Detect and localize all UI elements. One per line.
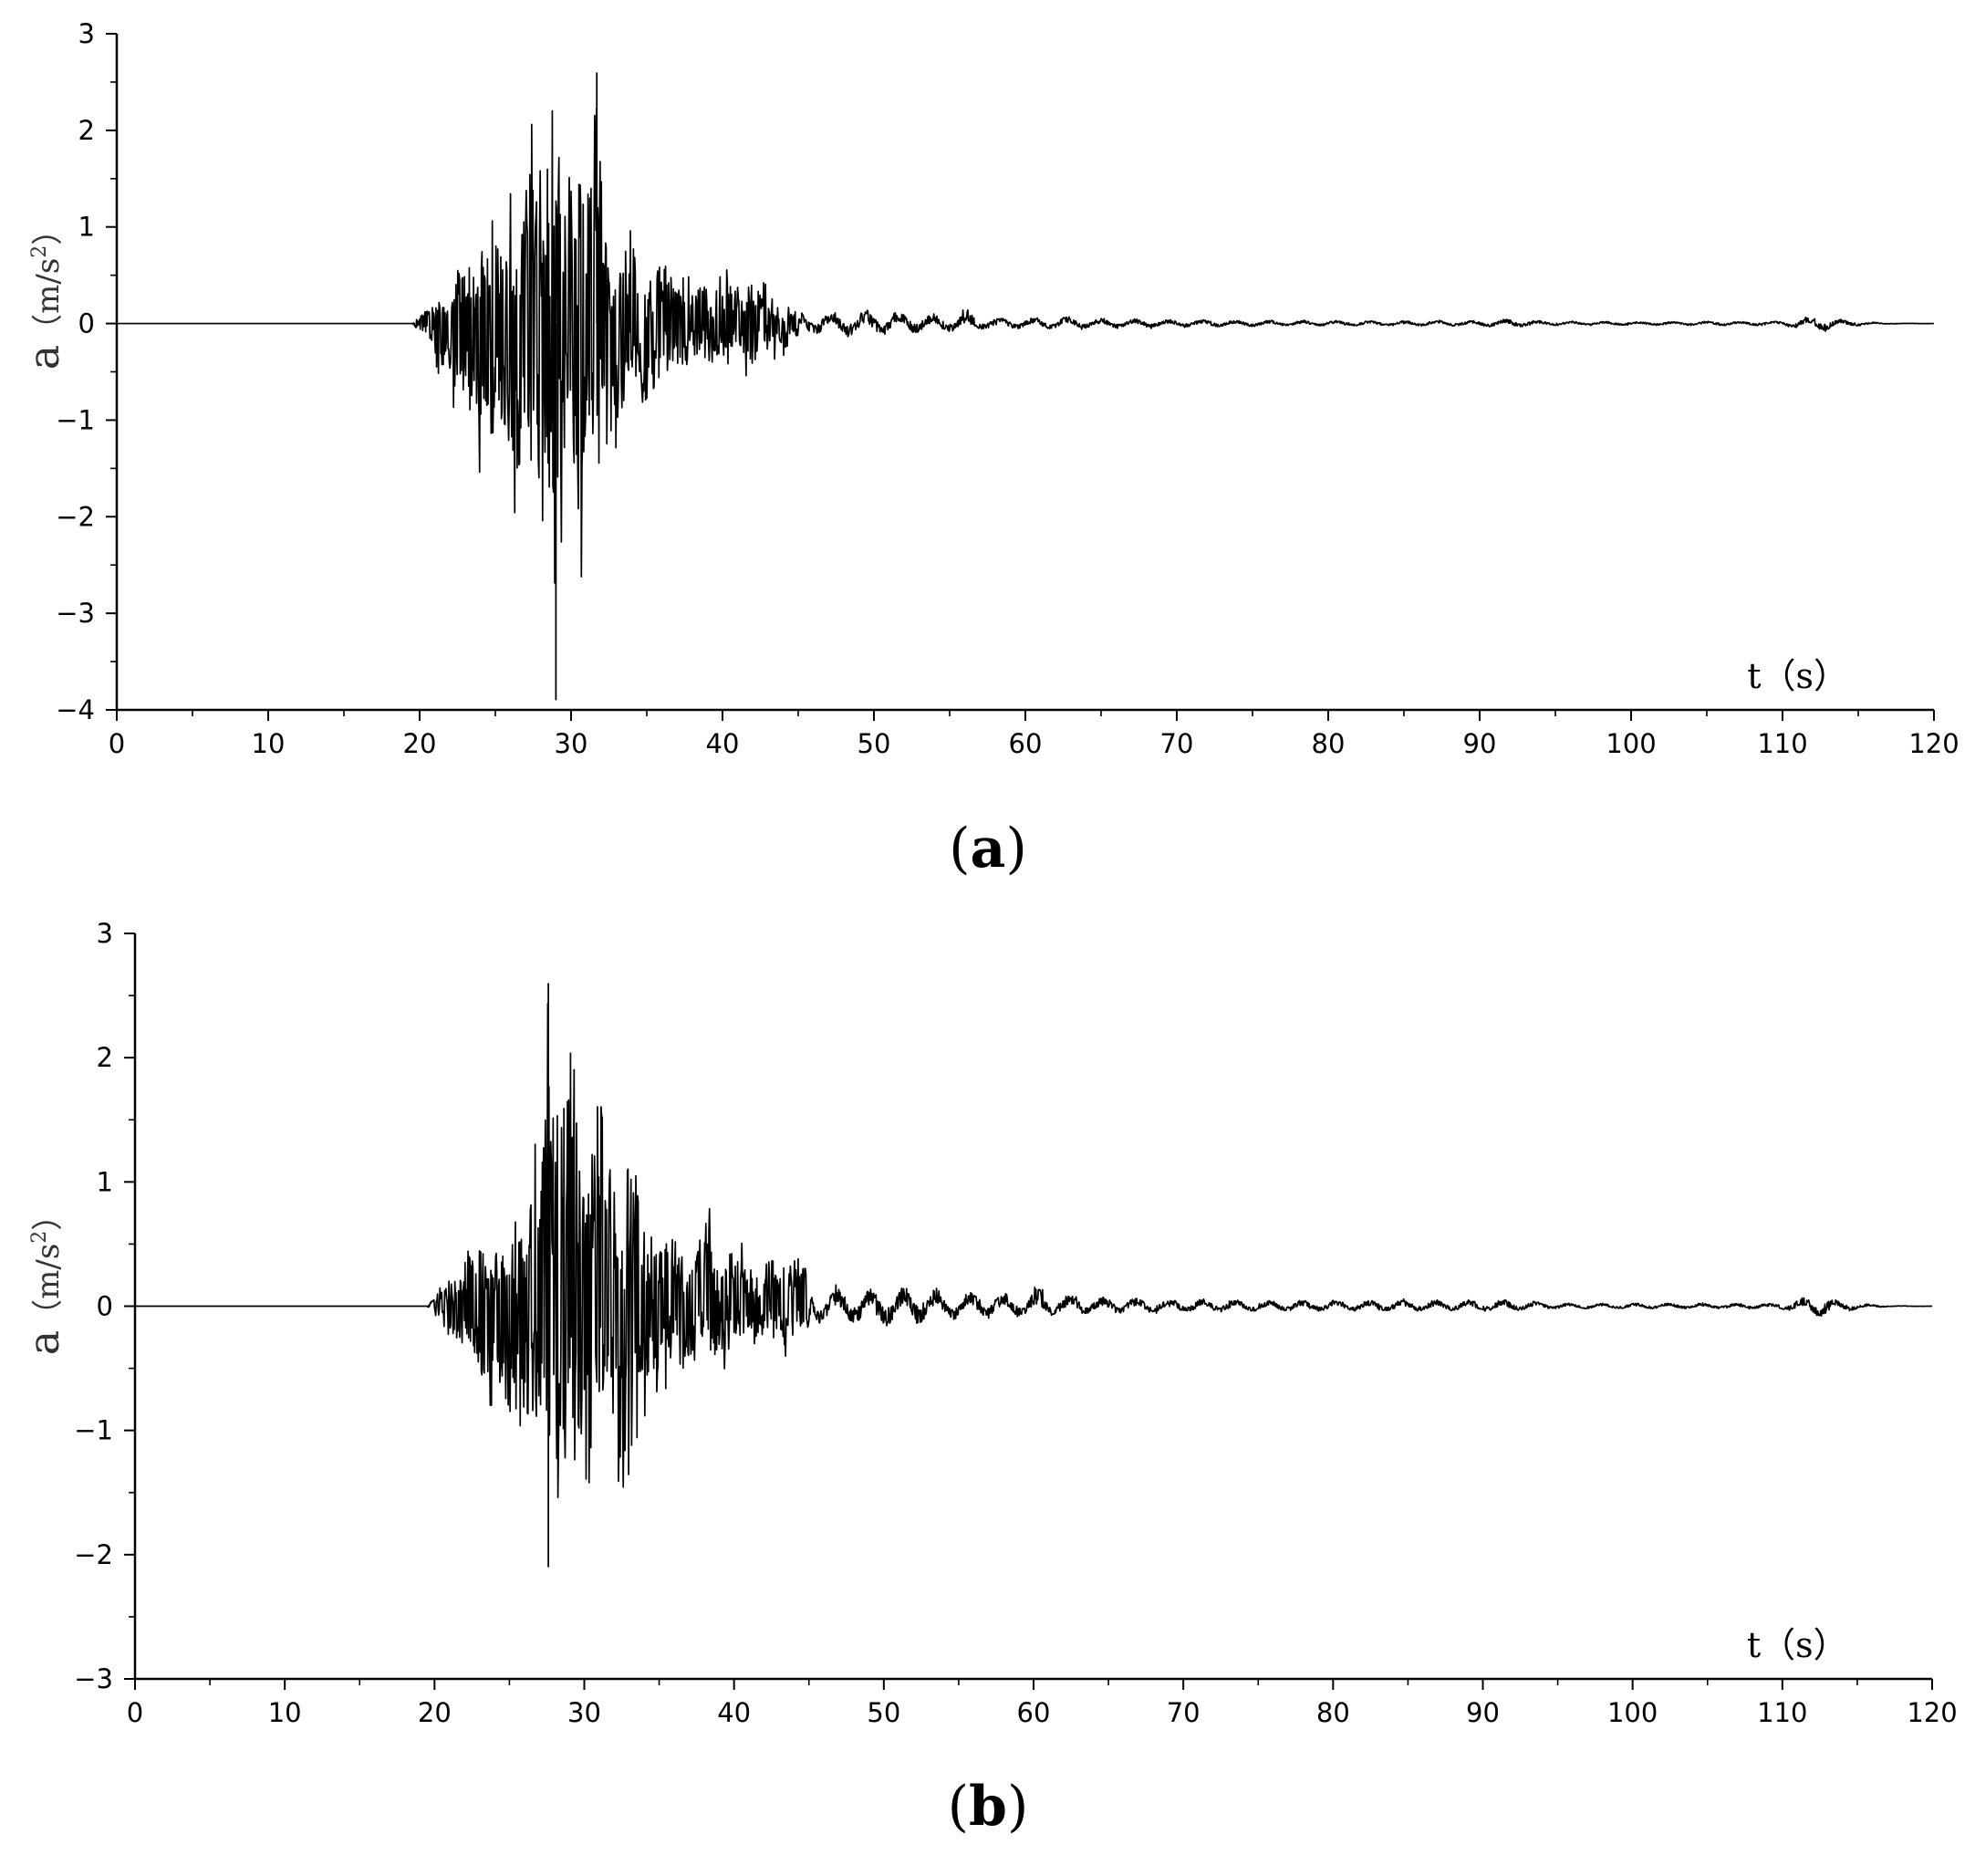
x-tick-label: 10 — [268, 1697, 302, 1728]
y-axis-title-unit: （m/s — [30, 258, 67, 345]
caption-close-paren: ) — [1005, 817, 1026, 881]
x-tick-label: 10 — [252, 728, 286, 759]
caption-letter: b — [969, 1775, 1007, 1839]
y-axis-title-close: ） — [30, 214, 67, 245]
y-tick-label: 3 — [78, 18, 95, 49]
y-axis-title-exponent: 2 — [28, 1231, 51, 1244]
x-tick-label: 120 — [1907, 1697, 1957, 1728]
caption-open-paren: ( — [949, 817, 970, 881]
y-tick-label: −1 — [74, 1415, 113, 1446]
x-tick-label: 110 — [1757, 728, 1807, 759]
y-axis-title: a（m/s2） — [19, 214, 68, 370]
y-axis-title-unit: （m/s — [30, 1244, 67, 1330]
x-tick-label: 60 — [1009, 728, 1043, 759]
x-axis-title: t（s） — [1747, 656, 1848, 696]
y-axis-title-symbol: a — [19, 1330, 68, 1355]
y-tick-label: 2 — [97, 1042, 113, 1073]
y-tick-label: 1 — [78, 212, 95, 243]
x-tick-label: 90 — [1466, 1697, 1500, 1728]
x-tick-label: 100 — [1607, 1697, 1658, 1728]
caption-open-paren: ( — [948, 1775, 969, 1839]
y-tick-label: −3 — [56, 598, 95, 629]
y-tick-label: 0 — [78, 308, 95, 339]
y-axis-title-exponent: 2 — [28, 245, 51, 258]
y-axis-title-symbol: a — [19, 345, 68, 370]
y-tick-label: 3 — [97, 918, 113, 949]
x-tick-label: 30 — [555, 728, 588, 759]
x-tick-label: 70 — [1167, 1697, 1201, 1728]
x-tick-label: 70 — [1160, 728, 1194, 759]
x-tick-label: 80 — [1316, 1697, 1350, 1728]
chart-b: 0 10 20 30 40 50 60 70 80 90 100 110 120 −3 −2 −1 0 1 2 3 a（… — [19, 918, 1958, 1728]
y-tick-label: 0 — [97, 1291, 113, 1322]
x-tick-label: 0 — [109, 728, 125, 759]
y-tick-label: −4 — [56, 694, 95, 725]
panel-caption-a: (a) — [949, 817, 1027, 881]
x-tick-label: 40 — [706, 728, 740, 759]
y-tick-label: 2 — [78, 115, 95, 146]
x-tick-label: 20 — [418, 1697, 452, 1728]
y-tick-label: −1 — [56, 404, 95, 435]
x-axis-title: t（s） — [1747, 1625, 1848, 1665]
y-tick-label: 1 — [97, 1166, 113, 1197]
y-tick-label: −2 — [74, 1539, 113, 1570]
x-tick-label: 50 — [858, 728, 891, 759]
caption-close-paren: ) — [1007, 1775, 1028, 1839]
acceleration-series-line — [134, 1003, 1933, 1499]
x-tick-label: 20 — [403, 728, 437, 759]
x-tick-label: 90 — [1463, 728, 1497, 759]
x-tick-label: 30 — [567, 1697, 601, 1728]
x-tick-label: 0 — [127, 1697, 143, 1728]
chart-a: 0 10 20 30 40 50 60 70 80 90 100 110 120 −4 −3 −2 −1 0 1 2 3… — [19, 18, 1959, 759]
x-tick-label: 120 — [1908, 728, 1959, 759]
y-axis-title: a（m/s2） — [19, 1200, 68, 1356]
x-tick-label: 50 — [867, 1697, 900, 1728]
acceleration-series-line — [116, 108, 1935, 584]
y-tick-label: −3 — [74, 1663, 113, 1694]
panel-caption-b: (b) — [948, 1775, 1029, 1839]
x-tick-label: 60 — [1017, 1697, 1051, 1728]
x-tick-label: 40 — [717, 1697, 751, 1728]
y-axis-title-close: ） — [30, 1200, 67, 1231]
x-tick-label: 100 — [1606, 728, 1656, 759]
caption-letter: a — [971, 817, 1006, 881]
x-tick-label: 80 — [1312, 728, 1346, 759]
x-tick-label: 110 — [1757, 1697, 1807, 1728]
y-tick-label: −2 — [56, 501, 95, 532]
